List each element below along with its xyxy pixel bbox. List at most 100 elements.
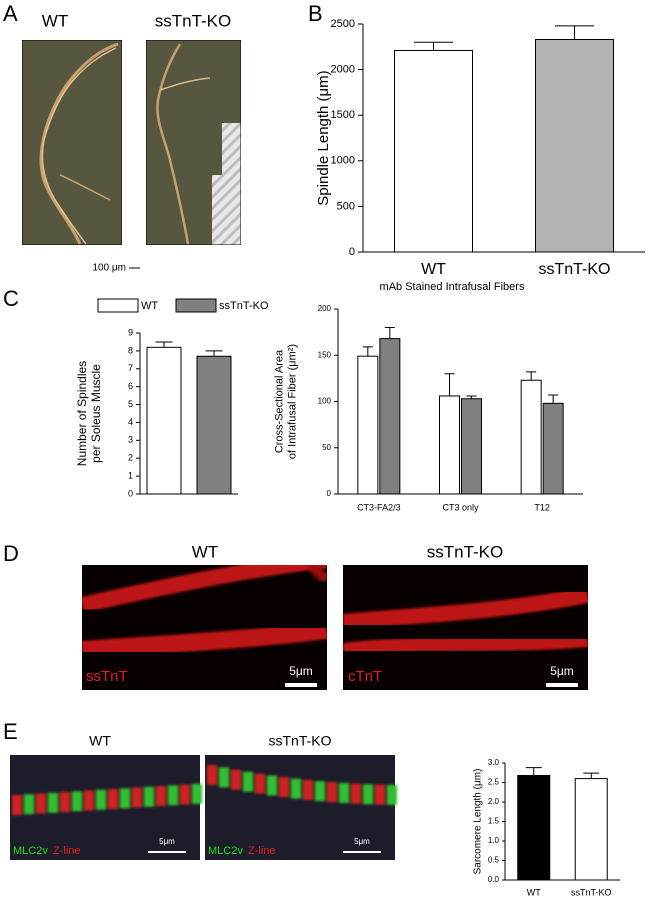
y-axis-label: of Intrafusal Fiber (μm²) [286,344,298,459]
legend-label: ssTnT-KO [219,300,269,312]
y-tick-label: 2.0 [488,797,500,806]
sarcomere-band [315,781,325,802]
error-bar [466,395,477,399]
bar [461,398,482,495]
x-tick-label: ssTnT-KO [571,887,612,897]
sarcomere-band [60,792,70,813]
sarcomere-band [132,787,142,808]
sarcomere-band [84,790,94,811]
micrograph-wt [22,40,122,245]
error-bar [384,327,395,339]
y-tick-label: 2000 [331,64,355,76]
legend-label: WT [141,300,158,312]
scale-bar [546,683,578,687]
panel-letter: D [3,541,19,566]
sarcomere-band [144,786,154,807]
y-tick-label: 6 [128,381,133,391]
y-tick-label: 7 [128,363,133,373]
sarcomere-band [12,795,22,815]
y-axis-label: per Soleus Muscle [89,364,103,463]
sarcomere-band [36,793,46,814]
y-tick-label: 1.0 [488,836,500,845]
y-tick-label: 2 [128,453,133,463]
image-title: ssTnT-KO [268,733,331,749]
scale-bar [285,683,317,687]
sarcomere-band [108,789,118,810]
scale-label: 100 μm [92,263,126,274]
y-tick-label: 9 [128,327,133,337]
stain-label: Z-line [248,845,276,857]
image-title: WT [192,542,218,561]
y-axis-label: Cross-Sectional Area [273,349,285,453]
scale-label: 5μm [159,837,175,846]
scale-bar [148,851,186,853]
y-tick-label: 200 [318,304,332,313]
myofibril-chain [12,765,397,815]
bar [379,338,401,495]
error-bar [414,41,453,51]
sarcomere-band [120,788,130,809]
sarcomere-band [255,773,265,794]
error-bar [205,350,223,357]
y-tick-label: 3 [128,435,133,445]
error-bar [583,772,600,779]
error-bar [444,373,455,396]
y-tick-label: 4 [128,417,133,427]
image-title: ssTnT-KO [427,542,504,561]
sarcomere-band [303,779,313,800]
sarcomere-band [207,765,217,785]
image-title: WT [89,733,111,749]
image-title: ssTnT-KO [155,11,232,30]
scale-bar [343,851,381,853]
panel-letter: E [3,719,18,744]
error-bar [525,767,542,776]
x-tick-label: ssTnT-KO [538,261,610,278]
stain-label: MLC2v [208,845,243,857]
sarcomere-band [156,786,166,807]
error-bar [555,25,594,40]
y-tick-label: 500 [337,200,355,212]
error-bar [362,346,373,357]
x-tick-label: CT3 only [442,502,479,512]
sarcomere-band [279,777,289,798]
error-bar [548,394,559,404]
sarcomere-band [243,771,253,792]
bar [394,49,473,253]
panel-letter: B [308,1,323,26]
sarcomere-band [291,778,301,799]
image-title: WT [42,11,68,30]
bar [146,346,182,495]
sarcomere-band [351,783,361,804]
sarcomere-band [339,783,349,804]
y-axis-label: Number of Spindles [75,361,89,466]
sarcomere-band [267,775,277,796]
y-axis-label: Sarcomere Length (μm) [473,769,484,875]
stain-label: MLC2v [13,845,48,857]
x-tick-label: T12 [534,502,550,512]
sarcomere-band [168,785,178,806]
stain-label: Z-line [53,845,81,857]
y-tick-label: 1500 [331,109,355,121]
sarcomere-band [48,792,58,813]
bar [439,395,460,495]
scale-label: 5μm [550,664,574,678]
y-tick-label: 100 [318,397,332,406]
bar [574,778,608,881]
y-tick-label: 0 [349,246,355,258]
y-tick-label: 1 [128,470,133,480]
y-tick-label: 1.5 [488,817,500,826]
bar [517,774,551,881]
sarcomere-band [24,794,34,815]
legend-swatch [175,298,217,313]
chart-title: mAb Stained Intrafusal Fibers [380,281,525,293]
y-tick-label: 0.0 [488,875,500,884]
y-tick-label: 2.5 [488,778,500,787]
x-tick-label: CT3-FA2/3 [357,502,401,512]
sarcomere-band [231,769,241,790]
y-tick-label: 0 [128,488,133,498]
panel-letter: A [3,1,18,26]
y-tick-label: 1000 [331,155,355,167]
x-tick-label: WT [421,261,446,278]
sarcomere-band [72,791,82,812]
